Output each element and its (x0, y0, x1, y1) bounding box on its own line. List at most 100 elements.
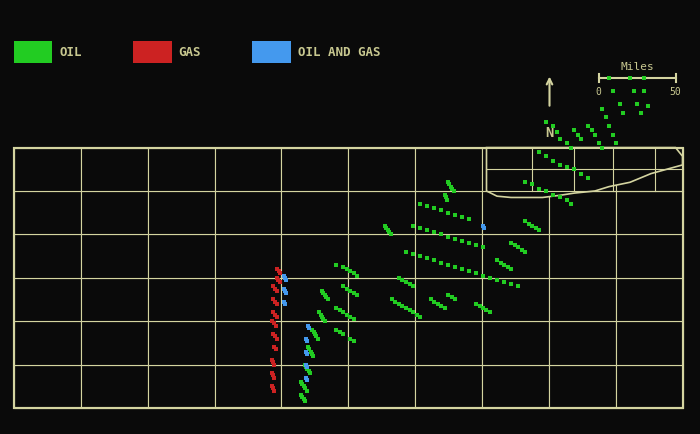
Point (266, 370, 277, 377)
Point (425, 296, 436, 303)
Point (470, 242, 482, 249)
Point (432, 300, 443, 307)
Point (505, 240, 517, 247)
Point (306, 350, 317, 357)
Point (279, 287, 290, 294)
Point (397, 276, 408, 283)
Point (414, 253, 426, 260)
Point (442, 233, 454, 240)
Point (300, 361, 312, 368)
Point (428, 298, 440, 305)
Point (348, 270, 359, 277)
Point (300, 374, 312, 381)
Point (267, 385, 279, 392)
Point (445, 183, 456, 190)
Point (610, 140, 622, 147)
Point (400, 248, 412, 255)
Point (533, 185, 545, 192)
Point (540, 118, 552, 125)
Point (300, 348, 312, 355)
Point (526, 222, 538, 229)
Point (470, 300, 482, 307)
Point (316, 313, 328, 320)
Point (638, 75, 650, 82)
Point (337, 263, 349, 270)
Bar (482, 365, 549, 408)
Point (278, 285, 289, 292)
Point (589, 131, 601, 138)
Point (502, 263, 513, 270)
Point (302, 337, 313, 344)
Point (269, 361, 280, 368)
Point (295, 391, 307, 398)
Bar (415, 148, 482, 191)
Point (519, 179, 531, 186)
Point (270, 333, 281, 340)
Point (414, 224, 426, 231)
Point (351, 292, 363, 299)
Point (337, 309, 349, 316)
Point (533, 148, 545, 155)
Point (267, 283, 279, 290)
Point (435, 207, 447, 214)
Bar (133, 41, 172, 63)
Point (385, 231, 396, 238)
Point (586, 127, 597, 134)
Point (337, 283, 349, 290)
Point (446, 294, 457, 301)
Point (442, 179, 454, 186)
Bar (81, 191, 148, 234)
Bar (415, 321, 482, 365)
Bar (14, 278, 80, 321)
Bar (549, 365, 616, 408)
Bar (14, 321, 80, 365)
Bar (616, 321, 682, 365)
Point (318, 316, 329, 322)
Point (530, 224, 541, 231)
Point (407, 250, 419, 257)
Point (302, 344, 314, 351)
Point (279, 300, 290, 307)
Point (386, 296, 398, 303)
Point (302, 365, 313, 372)
Point (642, 103, 653, 110)
Point (319, 318, 330, 325)
Point (554, 194, 566, 201)
Point (414, 201, 426, 207)
Point (281, 289, 292, 296)
Point (568, 127, 580, 134)
Point (635, 109, 646, 116)
Point (266, 357, 277, 364)
Bar (214, 365, 281, 408)
Point (463, 216, 475, 223)
Point (304, 370, 316, 377)
Point (267, 359, 279, 366)
Point (341, 285, 352, 292)
Bar (549, 148, 616, 191)
Bar (349, 321, 415, 365)
Point (516, 246, 527, 253)
Bar (415, 365, 482, 408)
Point (270, 346, 281, 353)
Point (442, 292, 454, 299)
Point (322, 296, 333, 303)
Bar (214, 234, 281, 278)
Bar (281, 365, 349, 408)
Point (463, 268, 475, 275)
Point (382, 227, 393, 233)
Point (390, 298, 401, 305)
Bar (549, 321, 616, 365)
Text: Miles: Miles (620, 62, 654, 72)
Point (270, 298, 281, 305)
Point (479, 224, 490, 231)
Point (512, 283, 524, 290)
Point (561, 164, 573, 171)
Point (561, 196, 573, 203)
Point (267, 372, 279, 379)
Point (330, 326, 342, 333)
Point (435, 302, 447, 309)
Point (575, 135, 587, 142)
Point (505, 281, 517, 288)
Point (449, 235, 461, 242)
Point (302, 322, 314, 329)
